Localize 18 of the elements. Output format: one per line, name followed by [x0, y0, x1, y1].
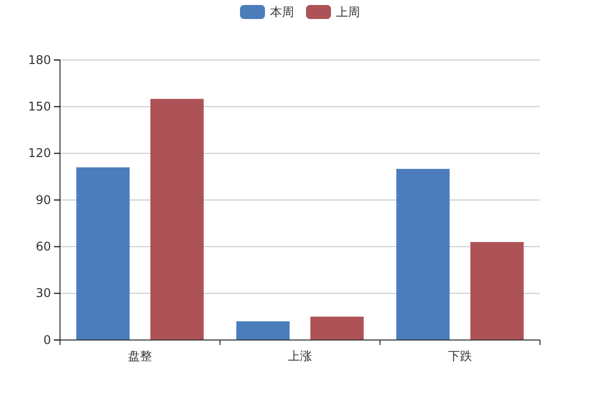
x-tick-label: 盘整 — [128, 348, 152, 363]
bar — [150, 98, 204, 340]
bar — [236, 321, 290, 340]
bar — [310, 316, 364, 340]
x-tick-label: 下跌 — [448, 348, 472, 363]
bar — [470, 242, 524, 340]
bar — [396, 168, 450, 340]
x-tick-label: 上涨 — [288, 348, 312, 363]
legend-label: 上周 — [336, 5, 360, 19]
y-tick-label: 90 — [36, 192, 51, 207]
y-tick-label: 120 — [28, 146, 51, 160]
y-tick-label: 30 — [36, 286, 51, 300]
y-tick-label: 0 — [43, 332, 51, 347]
bar — [76, 167, 130, 340]
y-tick-label: 60 — [36, 240, 51, 254]
y-tick-label: 150 — [28, 100, 51, 114]
y-tick-label: 180 — [28, 52, 51, 67]
legend-label: 本周 — [270, 5, 294, 19]
